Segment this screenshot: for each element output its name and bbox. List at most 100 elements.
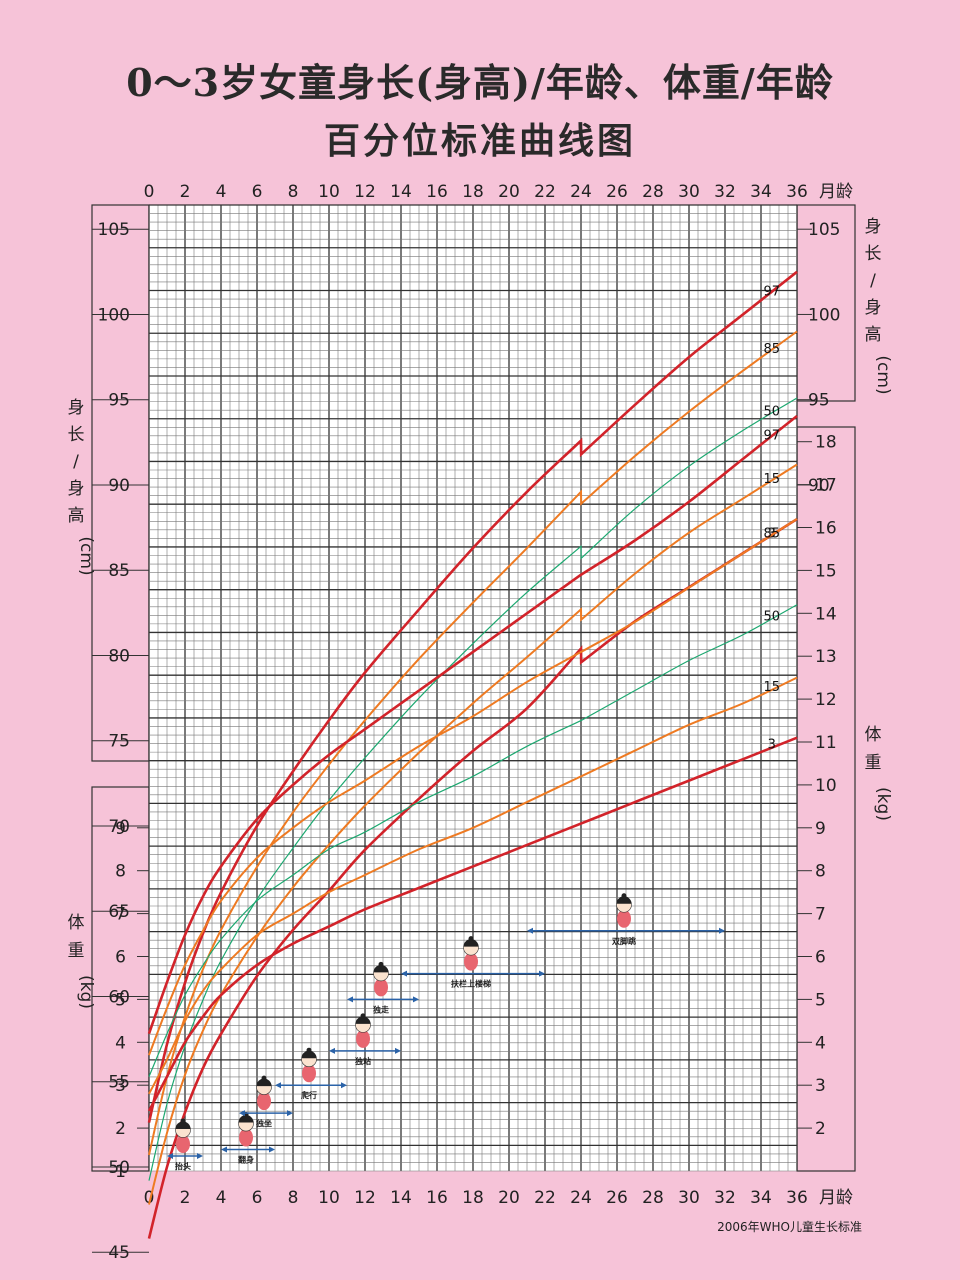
weight-tick-right: 2 — [815, 1119, 826, 1139]
height-axis-title-right: 身长/身高(cm) — [865, 217, 894, 395]
x-tick-bottom: 12 — [354, 1188, 376, 1208]
milestone-label: 爬行 — [300, 1090, 317, 1100]
weight-p97-label: 97 — [764, 429, 781, 444]
height-axis-title-left-char: / — [73, 452, 79, 472]
height-p15-label: 15 — [764, 472, 781, 487]
milestone-扶栏上楼梯: 扶栏上楼梯 — [401, 936, 545, 989]
x-tick-bottom: 36 — [786, 1188, 808, 1208]
x-tick-bottom: 26 — [606, 1188, 628, 1208]
weight-axis-title-right-unit: (kg) — [873, 787, 893, 821]
milestone-爬行: 爬行 — [275, 1047, 347, 1100]
milestone-label: 抬头 — [175, 1161, 191, 1171]
weight-tick-right: 15 — [815, 561, 837, 581]
milestone-arrowhead-left — [527, 927, 533, 934]
height-axis-title-right-char: 高 — [865, 325, 882, 345]
height-p97-line — [147, 270, 798, 1123]
milestone-独走: 独走 — [347, 961, 419, 1014]
x-tick-bottom: 30 — [678, 1188, 700, 1208]
weight-axis-title-right: 体重 (kg) — [865, 725, 894, 821]
milestone-label: 扶栏上楼梯 — [451, 979, 491, 989]
weight-p85-line — [148, 518, 798, 1056]
figure-body — [617, 909, 631, 928]
girl-figure-icon — [616, 893, 632, 928]
figure-bun — [306, 1047, 312, 1053]
height-p97-label: 97 — [764, 284, 781, 299]
weight-axis-title-left: 体重 (kg) — [68, 913, 97, 1009]
height-tick-left: 60 — [108, 987, 130, 1007]
weight-p15-label: 15 — [764, 680, 781, 695]
milestone-arrowhead-right — [287, 1110, 293, 1117]
x-axis-label-bottom: 月龄 — [819, 1188, 853, 1208]
x-tick-bottom: 22 — [534, 1188, 556, 1208]
x-tick-top: 20 — [498, 182, 520, 202]
milestone-独坐: 独坐 — [239, 1075, 293, 1128]
milestone-label: 独走 — [372, 1004, 390, 1014]
height-p15-line — [148, 463, 798, 1205]
weight-p50-line — [148, 604, 798, 1077]
figure-hair — [301, 1050, 317, 1059]
weight-tick-right: 4 — [815, 1033, 826, 1053]
chart-title-line2: 百分位标准曲线图 — [323, 120, 636, 162]
x-tick-bottom: 4 — [216, 1188, 227, 1208]
height-axis-title-right-char: 身 — [865, 217, 882, 237]
weight-tick-right: 3 — [815, 1076, 826, 1096]
figure-hair — [238, 1115, 254, 1123]
weight-tick-left: 1 — [115, 1162, 126, 1182]
x-tick-top: 18 — [462, 182, 484, 202]
figure-bun — [378, 961, 384, 967]
figure-hair — [355, 1016, 371, 1024]
height-p50-label: 50 — [764, 404, 781, 419]
height-tick-right: 100 — [808, 305, 840, 325]
figure-bun — [180, 1118, 186, 1124]
weight-axis-title-right-char: 体 — [865, 725, 882, 745]
x-tick-top: 4 — [216, 182, 227, 202]
x-tick-top: 12 — [354, 182, 376, 202]
milestone-arrowhead-right — [413, 996, 419, 1003]
weight-tick-right: 13 — [815, 647, 837, 667]
weight-tick-right: 10 — [815, 776, 837, 796]
weight-axis-title-left-unit: (kg) — [76, 975, 96, 1009]
girl-figure-icon — [238, 1112, 254, 1147]
figure-body — [374, 978, 388, 997]
weight-p3-label: 3 — [768, 738, 776, 753]
height-tick-left: 95 — [108, 391, 130, 411]
weight-p50-label: 50 — [764, 610, 781, 625]
height-tick-left: 65 — [108, 902, 130, 922]
height-axis-title-right-unit: (cm) — [873, 355, 893, 394]
height-axis-title-right-char: / — [870, 271, 876, 291]
x-tick-top: 24 — [570, 182, 592, 202]
x-tick-top: 36 — [786, 182, 808, 202]
weight-axis-title-left-char: 重 — [68, 941, 85, 961]
figure-bun — [261, 1075, 267, 1081]
height-tick-right: 105 — [808, 220, 840, 240]
figure-body — [464, 952, 478, 971]
figure-hair — [175, 1121, 191, 1129]
milestone-独站: 独站 — [329, 1013, 401, 1066]
weight-tick-right: 14 — [815, 604, 837, 624]
height-p50-line — [148, 397, 798, 1181]
weight-p15-line — [148, 676, 798, 1095]
right-weight-frame — [796, 426, 856, 1172]
girl-figure-icon — [256, 1075, 272, 1111]
weight-tick-left: 6 — [115, 948, 126, 968]
left-weight-frame — [91, 786, 150, 1172]
figure-bun — [468, 936, 474, 942]
milestone-arrowhead-left — [275, 1082, 281, 1089]
weight-tick-left: 7 — [115, 905, 126, 925]
girl-figure-icon — [373, 961, 389, 997]
height-tick-left: 50 — [108, 1158, 130, 1178]
weight-tick-left: 8 — [115, 862, 126, 882]
x-tick-top: 6 — [252, 182, 263, 202]
height-axis-title-left-char: 高 — [68, 506, 85, 526]
figure-body — [257, 1092, 271, 1111]
height-axis-title-right-char: 身 — [865, 298, 882, 318]
weight-tick-left: 2 — [115, 1119, 126, 1139]
x-tick-bottom: 14 — [390, 1188, 412, 1208]
milestone-arrowhead-right — [269, 1146, 275, 1153]
weight-tick-left: 3 — [115, 1076, 126, 1096]
girl-figure-icon — [355, 1013, 371, 1048]
milestone-翻身: 翻身 — [221, 1112, 275, 1165]
height-axis-title-left-char: 长 — [68, 425, 85, 445]
figure-bun — [360, 1013, 366, 1019]
